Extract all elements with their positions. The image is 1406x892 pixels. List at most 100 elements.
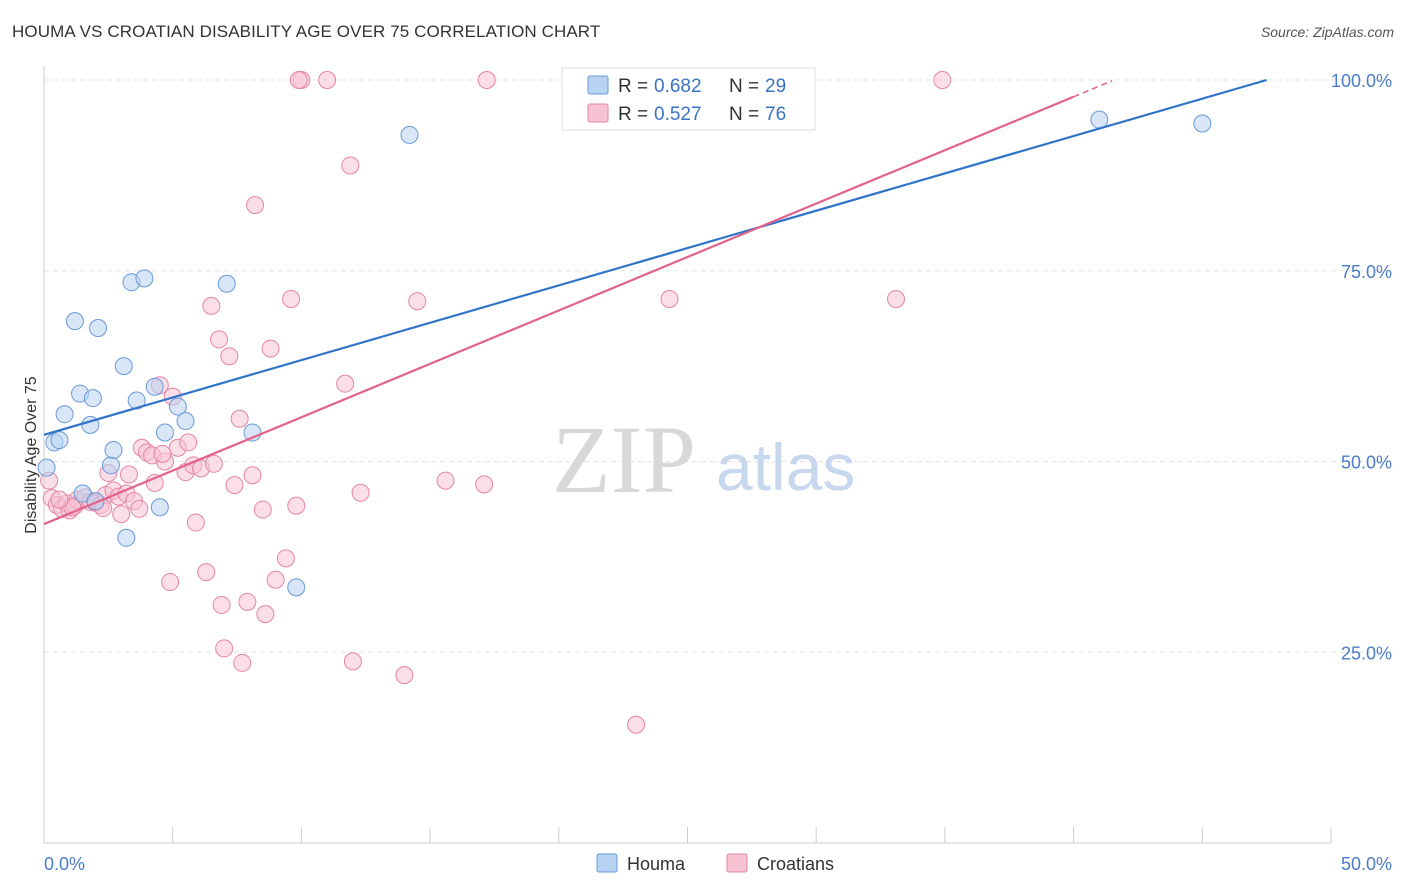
houma-r-value: 0.682: [654, 76, 702, 97]
croatians-series-swatch: [726, 853, 748, 873]
houma-point: [150, 498, 169, 517]
watermark-zip: ZIP: [552, 406, 696, 513]
houma-point: [104, 441, 123, 460]
croatians-point: [230, 409, 249, 428]
houma-point: [37, 458, 56, 477]
croatians-point: [186, 513, 205, 532]
houma-point: [1090, 110, 1109, 129]
x-tick-min: 0.0%: [44, 854, 85, 874]
croatians-point: [436, 471, 455, 490]
croatians-point: [215, 639, 234, 658]
croatians-point: [210, 330, 229, 349]
croatians-point: [408, 292, 427, 311]
x-tick-max: 50.0%: [1341, 854, 1392, 874]
houma-point: [287, 578, 306, 597]
croatians-point: [395, 666, 414, 685]
houma-trendline: [43, 78, 1267, 436]
y-tick-label: 25.0%: [1341, 643, 1392, 663]
croatians-point: [351, 483, 370, 502]
croatians-point: [225, 476, 244, 495]
croatians-point: [933, 71, 952, 89]
croatians-point: [212, 595, 231, 614]
croatians-point: [287, 496, 306, 515]
croatians-point: [660, 289, 679, 308]
croatians-point: [153, 444, 172, 463]
croatians-point: [627, 715, 646, 734]
croatians-point: [343, 652, 362, 671]
houma-series-label: Houma: [627, 854, 686, 874]
croatians-point: [130, 499, 149, 518]
y-tick-label: 75.0%: [1341, 262, 1392, 282]
croatians-legend-swatch: [587, 103, 609, 123]
houma-point: [50, 431, 69, 450]
croatians-point: [112, 505, 131, 524]
y-tick-label: 50.0%: [1341, 453, 1392, 473]
croatians-point: [256, 605, 275, 624]
houma-point: [65, 312, 84, 331]
series-legend: Houma Croatians: [596, 853, 834, 874]
croatians-trendline-extension: [1073, 80, 1113, 98]
croatians-point: [253, 500, 272, 519]
houma-point: [114, 357, 133, 376]
croatians-point: [289, 71, 308, 89]
croatians-point: [336, 374, 355, 393]
y-axis-label: Disability Age Over 75: [23, 376, 40, 534]
houma-point: [89, 318, 108, 337]
houma-point: [155, 423, 174, 442]
y-tick-label: 100.0%: [1331, 71, 1392, 91]
croatians-point: [261, 339, 280, 358]
croatians-point: [50, 490, 69, 509]
houma-point: [117, 528, 136, 547]
croatians-point: [886, 289, 905, 308]
axes: [43, 66, 1332, 844]
croatians-point: [204, 454, 223, 473]
croatians-trendline: [43, 95, 1075, 526]
croatians-point: [238, 592, 257, 611]
croatians-point: [282, 289, 301, 308]
houma-point: [55, 405, 74, 424]
houma-series-swatch: [596, 853, 618, 873]
houma-points: [37, 110, 1212, 597]
croatians-point: [202, 296, 221, 315]
croatians-point: [179, 433, 198, 452]
croatians-point: [145, 473, 164, 492]
stats-legend: R = 0.682 N = 29 R = 0.527 N = 76: [561, 67, 816, 131]
houma-point: [145, 377, 164, 396]
y-tick-labels: 25.0% 50.0% 75.0% 100.0%: [1331, 71, 1392, 663]
houma-r-label: R =: [618, 76, 648, 97]
croatians-point: [161, 573, 180, 592]
houma-legend-swatch: [587, 75, 609, 95]
trendlines: [43, 78, 1267, 526]
croatians-point: [475, 475, 494, 494]
croatians-point: [276, 549, 295, 568]
croatians-point: [220, 347, 239, 366]
croatians-n-value: 76: [765, 104, 786, 125]
croatians-point: [233, 653, 252, 672]
houma-point: [217, 274, 236, 293]
croatians-point: [477, 71, 496, 89]
croatians-point: [246, 196, 265, 215]
chart-title: HOUMA VS CROATIAN DISABILITY AGE OVER 75…: [12, 22, 601, 41]
croatians-series-label: Croatians: [757, 854, 834, 874]
croatians-n-label: N =: [729, 104, 759, 125]
source-label: Source: ZipAtlas.com: [1260, 24, 1394, 40]
croatians-r-value: 0.527: [654, 104, 702, 125]
watermark-atlas: atlas: [716, 430, 855, 504]
houma-point: [83, 389, 102, 408]
croatians-r-label: R =: [618, 104, 648, 125]
croatians-point: [318, 71, 337, 89]
houma-point: [135, 269, 154, 288]
houma-point: [176, 412, 195, 431]
croatians-point: [243, 466, 262, 485]
gridlines: [44, 79, 1391, 653]
houma-point: [400, 125, 419, 144]
houma-point: [168, 397, 187, 416]
croatians-point: [197, 563, 216, 582]
croatians-point: [341, 156, 360, 175]
houma-n-label: N =: [729, 76, 759, 97]
croatians-point: [266, 570, 285, 589]
houma-point: [1193, 114, 1212, 133]
croatians-point: [119, 465, 138, 484]
houma-point: [101, 456, 120, 475]
